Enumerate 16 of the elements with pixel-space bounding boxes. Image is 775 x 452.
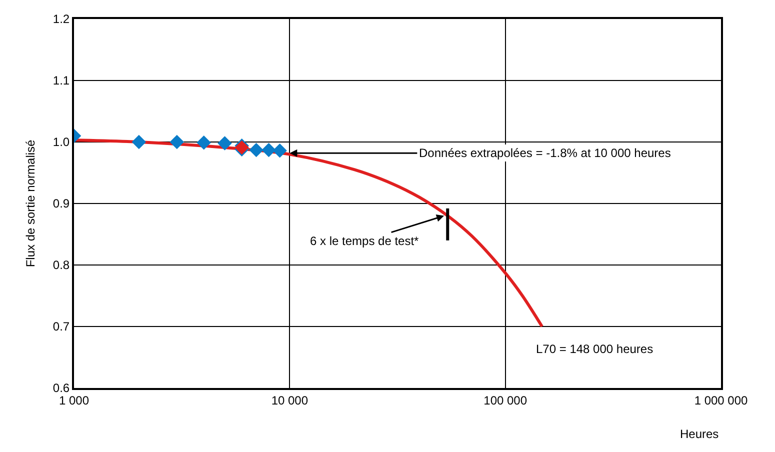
y-tick-label: 0.9 (52, 196, 70, 211)
y-tick-label: 0.7 (52, 320, 70, 334)
x-tick-label: 100 000 (484, 393, 528, 408)
y-tick-label: 1.2 (52, 12, 70, 26)
y-tick-label: 1.0 (52, 135, 70, 150)
annotation: L70 = 148 000 heures (536, 342, 654, 356)
annotation: 6 x le temps de test* (310, 234, 420, 248)
x-axis-title: Heures (680, 427, 719, 441)
y-tick-label: 1.1 (52, 74, 70, 88)
x-tick-label: 1 000 000 (694, 393, 748, 408)
y-tick-label: 0.6 (52, 381, 70, 396)
x-tick-label: 1 000 (58, 393, 90, 408)
y-tick-label: 0.8 (52, 258, 70, 272)
y-axis-title: Flux de sortie normalisé (24, 139, 38, 268)
annotation: Données extrapolées = -1.8% at 10 000 heures (419, 146, 671, 160)
x-tick-label: 10 000 (271, 393, 308, 408)
